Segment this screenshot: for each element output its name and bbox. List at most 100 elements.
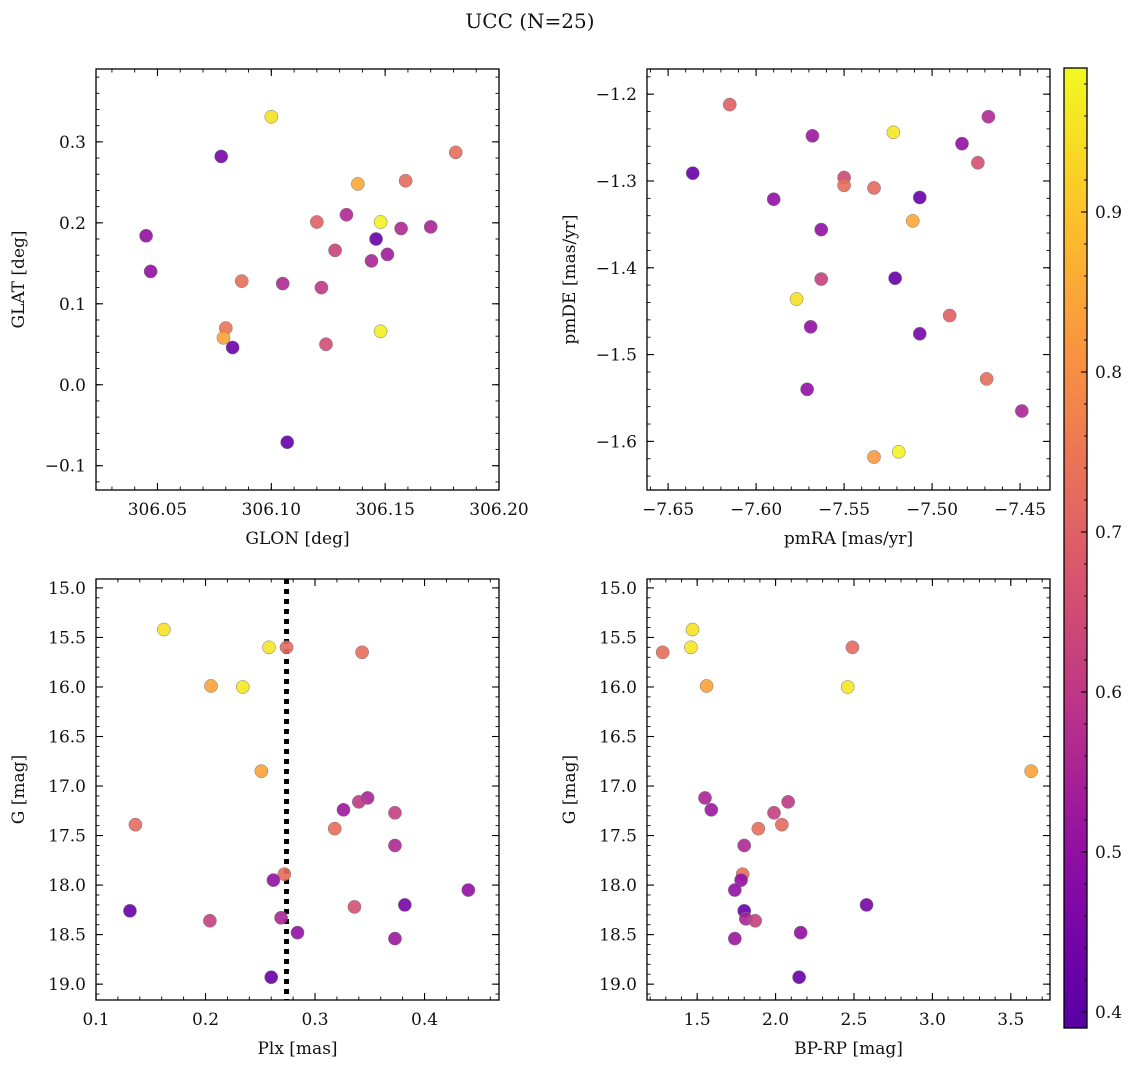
y-tick-label: 19.0 — [48, 975, 86, 995]
x-tick-label: 1.5 — [684, 1010, 711, 1030]
y-axis-label: G [mag] — [560, 755, 580, 824]
x-tick-label: 0.4 — [411, 1010, 438, 1030]
y-tick-label: 18.5 — [48, 926, 86, 946]
colorbar-gradient — [1063, 67, 1088, 1029]
y-tick-label: 16.0 — [48, 678, 86, 698]
scatter-point — [373, 324, 388, 339]
scatter-point — [290, 925, 305, 940]
scatter-point — [339, 207, 354, 222]
scatter-point — [1024, 764, 1039, 779]
scatter-point — [685, 622, 700, 637]
scatter-point — [1014, 404, 1029, 418]
scatter-point — [734, 873, 748, 887]
y-tick-label: 18.0 — [599, 876, 637, 896]
scatter-point — [722, 97, 737, 112]
y-tick-label: −1.2 — [596, 85, 637, 105]
y-tick-label: −1.3 — [596, 172, 637, 192]
colorbar-tick-label: 0.5 — [1095, 843, 1122, 863]
scatter-point — [805, 128, 820, 143]
x-tick-label: −7.65 — [642, 500, 694, 520]
x-axis-label: pmRA [mas/yr] — [784, 529, 913, 549]
scatter-point — [867, 181, 881, 195]
scatter-point — [979, 372, 994, 386]
x-axis-label: GLON [deg] — [245, 529, 349, 549]
scatter-point — [336, 802, 351, 817]
scatter-point — [355, 645, 369, 660]
scatter-point — [775, 817, 789, 832]
scatter-point — [388, 805, 402, 820]
scatter-point — [912, 190, 927, 205]
scatter-point — [264, 109, 279, 124]
y-tick-label: 0.1 — [59, 295, 86, 315]
scatter-point — [350, 177, 365, 191]
colorbar-tick-label: 0.9 — [1095, 203, 1122, 223]
scatter-point — [279, 640, 294, 655]
y-tick-label: −0.1 — [45, 457, 86, 477]
x-axis-label: BP-RP [mag] — [794, 1039, 903, 1059]
scatter-point — [981, 109, 996, 124]
y-tick-label: −1.4 — [596, 259, 637, 279]
y-tick-label: 17.5 — [48, 827, 86, 847]
scatter-point — [397, 898, 412, 912]
scatter-point — [277, 867, 292, 882]
scatter-point — [793, 925, 808, 940]
y-tick-label: 18.0 — [48, 876, 86, 896]
x-tick-label: 2.0 — [762, 1010, 789, 1030]
scatter-point — [685, 166, 700, 181]
colorbar: 0.4 0.5 0.6 0.7 0.8 0.9 — [1063, 67, 1122, 1029]
scatter-point — [388, 931, 402, 946]
y-tick-label: 17.0 — [48, 777, 86, 797]
scatter-point — [727, 883, 742, 897]
scatter-point — [845, 640, 860, 655]
scatter-point — [905, 214, 920, 228]
y-tick-label: −1.5 — [596, 346, 637, 366]
y-tick-label: 17.0 — [599, 777, 637, 797]
scatter-point — [886, 125, 901, 140]
scatter-point — [891, 444, 906, 459]
scatter-point — [840, 680, 855, 694]
x-tick-label: 0.1 — [82, 1010, 109, 1030]
scatter-point — [280, 435, 295, 450]
scatter-point — [655, 645, 670, 660]
scatter-point — [955, 136, 969, 151]
y-tick-label: 0.0 — [59, 376, 86, 396]
y-tick-label: 15.0 — [48, 579, 86, 599]
scatter-point — [789, 292, 804, 306]
scatter-point — [266, 873, 281, 887]
colorbar-tick-label: 0.4 — [1095, 1003, 1122, 1023]
scatter-point — [888, 271, 902, 286]
x-tick-label: 306.10 — [242, 500, 301, 520]
scatter-point — [328, 243, 342, 258]
scatter-point — [942, 308, 957, 323]
scatter-points — [685, 97, 1029, 464]
colorbar-tick-label: 0.7 — [1095, 523, 1122, 543]
scatter-points — [123, 622, 476, 985]
y-tick-label: 16.5 — [599, 728, 637, 748]
scatter-point — [684, 640, 698, 655]
colorbar-tick-label: 0.6 — [1095, 683, 1122, 703]
scatter-points — [655, 622, 1039, 985]
scatter-point — [204, 679, 218, 693]
scatter-point — [310, 215, 324, 229]
scatter-point — [203, 913, 217, 928]
scatter-point — [216, 330, 231, 345]
scatter-point — [275, 276, 290, 291]
figure-title: UCC (N=25) — [465, 9, 594, 33]
scatter-point — [970, 155, 985, 170]
scatter-point — [837, 178, 851, 193]
scatter-point — [792, 970, 806, 985]
x-tick-label: −7.60 — [730, 500, 782, 520]
y-tick-label: 15.0 — [599, 579, 637, 599]
scatter-point — [727, 931, 742, 946]
x-tick-label: 306.15 — [355, 500, 414, 520]
x-tick-label: 3.0 — [919, 1010, 946, 1030]
x-tick-label: −7.55 — [818, 500, 870, 520]
x-tick-label: 3.5 — [997, 1010, 1024, 1030]
scatter-point — [380, 247, 395, 262]
scatter-point — [157, 622, 171, 637]
x-axis-label: Plx [mas] — [257, 1039, 337, 1059]
y-tick-label: 0.3 — [59, 133, 86, 153]
scatter-point — [767, 805, 781, 820]
scatter-point — [699, 679, 714, 693]
scatter-point — [214, 149, 229, 164]
